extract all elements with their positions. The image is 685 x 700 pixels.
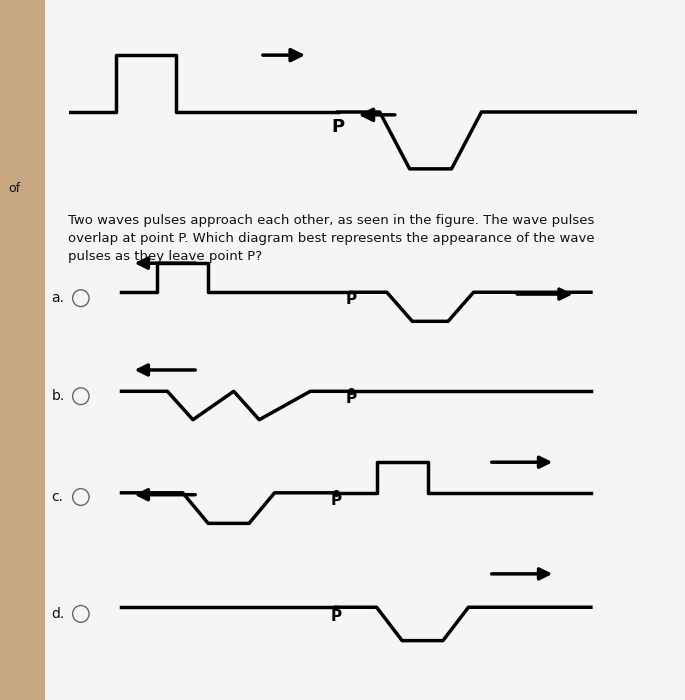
Text: b.: b. [51,389,64,403]
Text: P: P [345,292,357,307]
Text: a.: a. [51,291,64,305]
Text: d.: d. [51,607,64,621]
Text: Two waves pulses approach each other, as seen in the figure. The wave pulses
ove: Two waves pulses approach each other, as… [68,214,595,262]
Text: P: P [332,118,345,136]
Text: P: P [345,391,357,406]
Text: P: P [330,608,341,624]
Text: P: P [330,493,341,508]
Text: c.: c. [51,490,64,504]
Text: of: of [8,183,21,195]
